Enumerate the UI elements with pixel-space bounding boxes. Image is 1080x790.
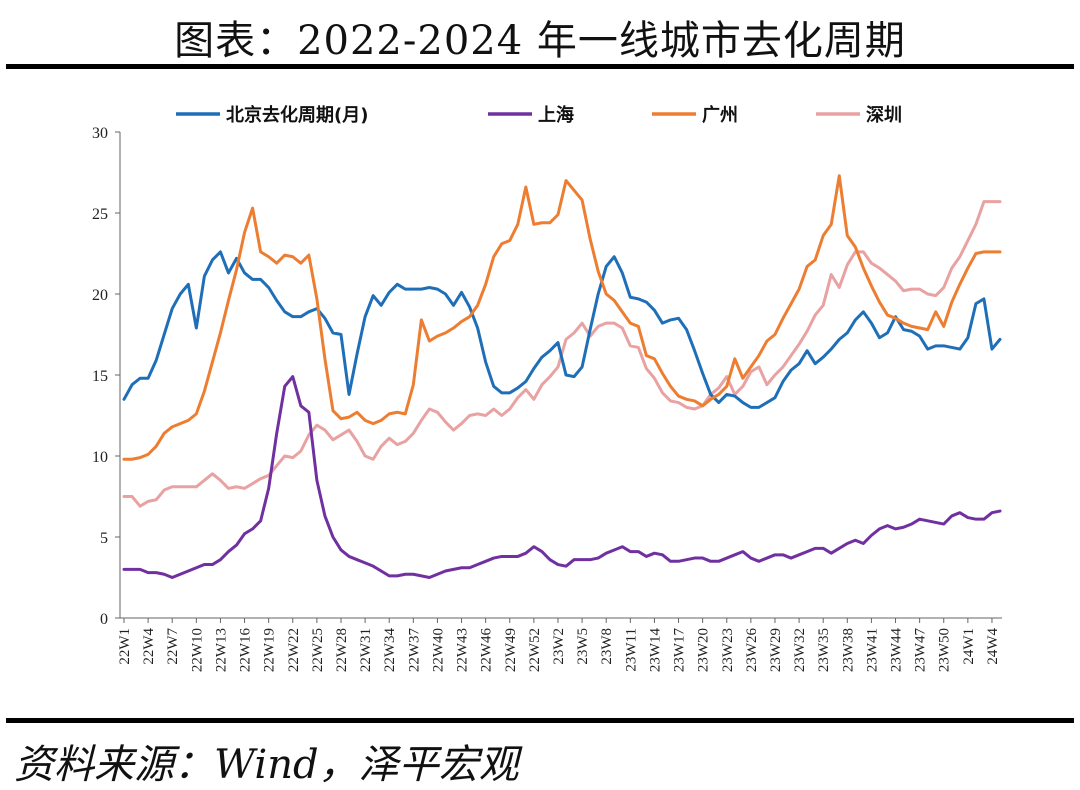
y-tick-label: 0 bbox=[100, 611, 108, 628]
x-tick-label: 22W22 bbox=[286, 628, 302, 672]
y-tick-label: 20 bbox=[92, 287, 108, 304]
chart-legend: 北京去化周期(月) 上海 广州 深圳 bbox=[176, 104, 902, 126]
x-tick-label: 22W40 bbox=[430, 628, 446, 672]
x-tick-label: 23W14 bbox=[647, 628, 663, 673]
x-tick-label: 22W10 bbox=[189, 628, 205, 672]
x-tick-label: 24W4 bbox=[985, 628, 1001, 665]
x-tick-label: 23W20 bbox=[696, 628, 712, 672]
x-tick-label: 23W41 bbox=[864, 628, 880, 672]
x-tick-label: 23W2 bbox=[551, 628, 567, 665]
top-rule bbox=[6, 64, 1074, 69]
x-tick-label: 22W37 bbox=[406, 628, 422, 673]
x-tick-label: 23W44 bbox=[889, 628, 905, 673]
page-title: 图表：2022-2024 年一线城市去化周期 bbox=[174, 18, 906, 64]
x-tick-label: 24W1 bbox=[961, 628, 977, 665]
y-tick-label: 5 bbox=[100, 530, 108, 547]
x-tick-label: 23W5 bbox=[575, 628, 591, 665]
x-tick-label: 23W8 bbox=[599, 628, 615, 665]
y-tick-label: 25 bbox=[92, 206, 108, 223]
x-tick-label: 23W17 bbox=[672, 628, 688, 673]
x-tick-label: 23W35 bbox=[816, 628, 832, 672]
x-tick-label: 22W25 bbox=[310, 628, 326, 672]
x-tick-label: 23W38 bbox=[840, 628, 856, 672]
x-tick-label: 22W34 bbox=[382, 628, 398, 673]
x-tick-label: 22W4 bbox=[141, 628, 157, 665]
series-line-1 bbox=[122, 375, 1002, 579]
x-tick-label: 23W11 bbox=[623, 628, 639, 672]
x-tick-label: 23W32 bbox=[792, 628, 808, 672]
x-tick-label: 23W50 bbox=[937, 628, 953, 672]
x-tick-label: 22W1 bbox=[117, 628, 133, 665]
y-tick-label: 15 bbox=[92, 368, 108, 385]
source-note: 资料来源：Wind，泽平宏观 bbox=[14, 742, 519, 788]
y-tick-label: 30 bbox=[92, 125, 108, 142]
series-line-0 bbox=[122, 250, 1002, 409]
x-tick-label: 23W47 bbox=[913, 628, 929, 673]
bottom-rule bbox=[6, 718, 1074, 723]
x-tick-label: 22W13 bbox=[213, 628, 229, 672]
x-tick-label: 22W52 bbox=[527, 628, 543, 672]
x-tick-label: 22W28 bbox=[334, 628, 350, 672]
legend-label-1: 上海 bbox=[538, 104, 574, 126]
series-line-2 bbox=[122, 174, 1002, 461]
chart-axes: 0 5 10 15 20 25 30 22W1 22W4 22W7 22W10 22W13 22W16 2… bbox=[92, 125, 1002, 672]
legend-label-2: 广州 bbox=[702, 104, 738, 126]
x-tick-label: 22W31 bbox=[358, 628, 374, 672]
legend-label-3: 深圳 bbox=[866, 104, 902, 126]
x-tick-label: 23W26 bbox=[744, 628, 760, 673]
x-tick-label: 22W49 bbox=[503, 628, 519, 672]
y-tick-label: 10 bbox=[92, 449, 108, 466]
x-tick-label: 23W23 bbox=[720, 628, 736, 672]
chart-series bbox=[122, 174, 1002, 579]
x-tick-label: 22W16 bbox=[238, 628, 254, 673]
x-tick-label: 22W43 bbox=[455, 628, 471, 672]
x-tick-label: 23W29 bbox=[768, 628, 784, 672]
x-tick-label: 22W7 bbox=[165, 628, 181, 665]
x-tick-label: 22W19 bbox=[262, 628, 278, 672]
x-tick-label: 22W46 bbox=[479, 628, 495, 673]
legend-label-0: 北京去化周期(月) bbox=[226, 104, 368, 126]
